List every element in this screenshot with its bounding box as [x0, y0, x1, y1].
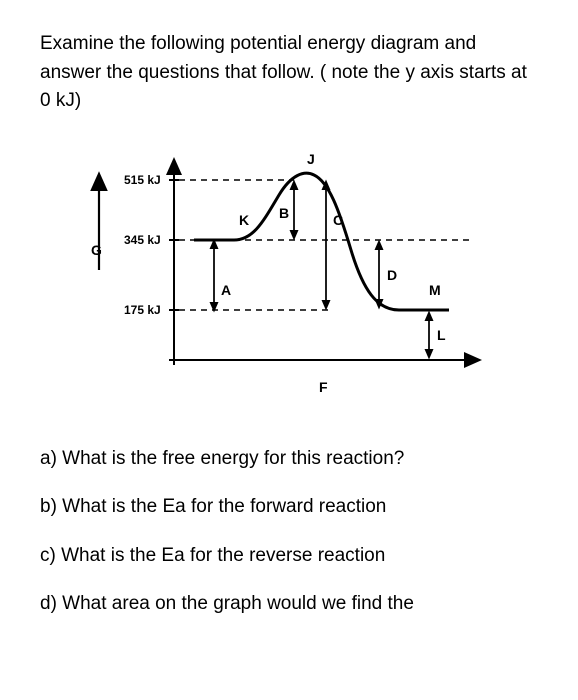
- ylabel-345: 345 kJ: [124, 233, 161, 247]
- ylabel-515: 515 kJ: [124, 173, 161, 187]
- label-K: K: [239, 212, 249, 228]
- label-D: D: [387, 267, 397, 283]
- prompt-text: Examine the following potential energy d…: [40, 30, 538, 116]
- label-A: A: [221, 282, 231, 298]
- label-C: C: [333, 212, 343, 228]
- ylabel-175: 175 kJ: [124, 303, 161, 317]
- question-list: a) What is the free energy for this reac…: [40, 446, 538, 618]
- label-B: B: [279, 205, 289, 221]
- energy-diagram: 515 kJ 345 kJ 175 kJ G A K J B C D: [40, 140, 538, 410]
- question-d: d) What area on the graph would we find …: [40, 591, 538, 618]
- label-F: F: [319, 379, 328, 395]
- question-c: c) What is the Ea for the reverse reacti…: [40, 543, 538, 570]
- question-b: b) What is the Ea for the forward reacti…: [40, 494, 538, 521]
- question-a: a) What is the free energy for this reac…: [40, 446, 538, 473]
- label-G: G: [91, 242, 102, 258]
- label-J: J: [307, 151, 315, 167]
- label-M: M: [429, 282, 441, 298]
- label-L: L: [437, 327, 446, 343]
